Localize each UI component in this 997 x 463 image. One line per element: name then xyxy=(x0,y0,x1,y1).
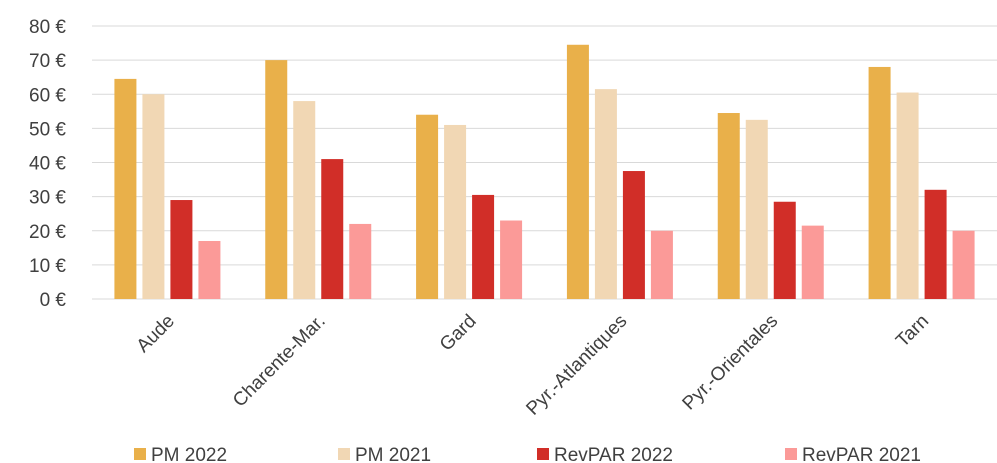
legend-label: PM 2022 xyxy=(151,445,227,463)
bar-revpar-2022 xyxy=(773,201,796,299)
bar-revpar-2021 xyxy=(801,225,824,299)
bar-pm-2021 xyxy=(293,101,316,299)
x-tick-label: Pyr.-Atlantiques xyxy=(523,311,632,420)
legend-swatch xyxy=(537,448,549,460)
bar-pm-2022 xyxy=(717,113,740,299)
x-tick-label: Aude xyxy=(133,311,179,357)
legend-swatch xyxy=(785,448,797,460)
gridlines xyxy=(92,25,997,300)
bar-revpar-2022 xyxy=(622,171,645,299)
y-tick-label: 0 € xyxy=(40,290,67,311)
bar-pm-2022 xyxy=(416,114,439,299)
bar-revpar-2022 xyxy=(321,159,344,299)
y-tick-label: 20 € xyxy=(29,222,66,243)
y-tick-label: 60 € xyxy=(29,85,66,106)
legend-swatch xyxy=(134,448,146,460)
bar-pm-2021 xyxy=(444,124,467,300)
bar-pm-2022 xyxy=(566,44,589,299)
bar-pm-2022 xyxy=(114,78,137,299)
bar-pm-2022 xyxy=(868,66,891,299)
bar-revpar-2022 xyxy=(924,189,947,299)
y-tick-label: 40 € xyxy=(29,154,66,175)
bar-pm-2022 xyxy=(265,60,288,299)
bar-pm-2021 xyxy=(896,92,919,299)
y-tick-label: 80 € xyxy=(29,17,66,38)
legend-label: RevPAR 2021 xyxy=(802,445,921,463)
bar-revpar-2022 xyxy=(170,200,193,299)
x-tick-label: Tarn xyxy=(892,311,933,352)
legend-label: RevPAR 2022 xyxy=(554,445,673,463)
bar-revpar-2021 xyxy=(650,230,673,299)
legend: PM 2022 PM 2021 RevPAR 2022 RevPAR 2021 xyxy=(134,445,921,463)
x-axis: Aude Charente-Mar. Gard Pyr.-Atlantiques Pyr… xyxy=(133,311,933,420)
y-tick-label: 70 € xyxy=(29,51,66,72)
y-axis: 0 € 10 € 20 € 30 € 40 € 50 € 60 € 70 € 80 € xyxy=(29,17,66,311)
bar-revpar-2021 xyxy=(349,223,372,299)
bar-revpar-2022 xyxy=(472,194,495,299)
x-tick-label: Charente-Mar. xyxy=(229,311,330,412)
x-tick-label: Gard xyxy=(436,311,481,356)
y-tick-label: 50 € xyxy=(29,119,66,140)
y-tick-label: 10 € xyxy=(29,256,66,277)
legend-label: PM 2021 xyxy=(355,445,431,463)
x-tick-label: Pyr.-Orientales xyxy=(679,311,783,415)
legend-swatch xyxy=(338,448,350,460)
bar-pm-2021 xyxy=(594,89,617,299)
bar-pm-2021 xyxy=(142,94,165,299)
bar-revpar-2021 xyxy=(198,240,221,299)
y-tick-label: 30 € xyxy=(29,188,66,209)
bars xyxy=(114,44,975,300)
bar-revpar-2021 xyxy=(952,230,975,299)
bar-revpar-2021 xyxy=(500,220,523,299)
bar-pm-2021 xyxy=(745,119,768,299)
